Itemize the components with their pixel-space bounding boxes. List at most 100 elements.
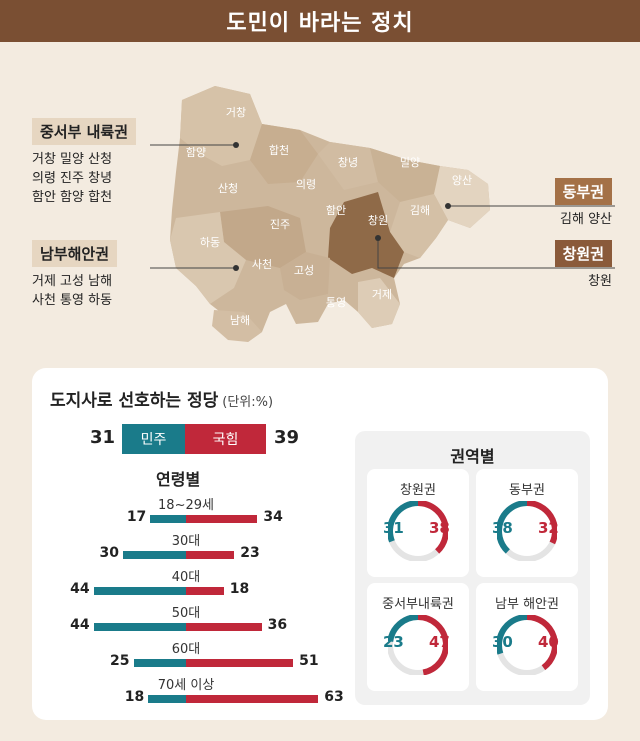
age-ppp-bar [186,515,258,523]
region-card: 남부 해안권 30 40 [476,583,578,691]
age-category-label: 60대 [171,642,201,657]
region-title-jungseobu: 중서부 내륙권 [32,118,137,145]
age-dem-bar [148,695,186,703]
region-donut [388,501,448,561]
map-label-county: 하동 [200,235,220,249]
age-dem-bar [123,551,186,559]
donut-dem-arc [497,501,528,554]
region-card: 창원권 31 38 [367,469,469,577]
map-region-hadong [170,212,246,304]
age-dem-value: 25 [110,653,130,669]
map-label-county: 통영 [326,296,346,309]
region-card: 중서부내륙권 23 47 [367,583,469,691]
region-dem-value: 31 [383,519,404,537]
region-card-title: 남부 해안권 [495,597,559,612]
map-label-county: 남해 [230,313,250,327]
age-ppp-bar [186,659,294,667]
map-label-county: 김해 [410,203,430,217]
region-line: 김해 양산 [560,212,612,227]
age-dem-value: 44 [70,617,90,633]
donut-ppp-arc [417,501,448,554]
age-dem-value: 30 [99,545,119,561]
region-line: 거제 고성 남해 [32,274,113,289]
map-label-county: 거제 [372,288,392,301]
region-donut [497,501,557,561]
region-chart-title: 권역별 [450,447,495,466]
region-panel: 권역별 창원권 31 38 동부권 38 32 중서부내륙권 23 47 남부 해안권 30 40 [355,431,590,705]
region-dem-value: 30 [492,633,513,651]
age-ppp-value: 51 [299,653,319,669]
overall-dem-label: 민주 [140,432,167,448]
region-ppp-value: 40 [538,633,559,651]
region-list-dongbu: 김해 양산 [560,210,612,229]
age-category-label: 18~29세 [158,498,214,513]
map-region-namhae [212,310,262,342]
region-dem-value: 38 [492,519,513,537]
region-title-changwon: 창원권 [554,240,612,267]
region-ppp-value: 32 [538,519,559,537]
map-label-county: 창원 [368,214,388,227]
map-region-miryang [370,148,440,202]
connector-dot-nambu [233,265,239,271]
region-title-dongbu: 동부권 [554,178,612,205]
overall-ppp-bar: 국힘 [185,424,266,454]
donut-dem-arc [388,615,419,643]
region-list-jungseobu: 거창 밀양 산청 의령 진주 창녕 함안 함양 합천 [32,150,112,207]
region-list-nambu: 거제 고성 남해 사천 통영 하동 [32,272,112,310]
map-region-goseong [280,252,330,300]
map-label-county: 고성 [294,264,314,277]
region-title-nambu: 남부해안권 [32,240,118,267]
region-donut [388,615,448,675]
age-dem-value: 18 [124,689,145,705]
region-card-title: 중서부내륙권 [382,597,454,612]
map-region-jinju [220,206,306,268]
donut-dem-arc [497,615,528,655]
age-chart-title: 연령별 [156,470,201,489]
donut-ppp-arc [526,501,557,545]
connector-dot-jungseobu [233,142,239,148]
donut-ppp-arc [417,615,448,675]
map-label-county: 산청 [218,182,238,195]
donut-dem-arc [388,501,419,543]
overall-ppp-value: 39 [274,427,300,448]
map-label-county: 함양 [186,146,206,159]
map-region-hapcheon [250,124,318,184]
panel-title-text: 도지사로 선호하는 정당 [50,391,219,411]
age-ppp-value: 36 [267,617,288,633]
map-region-changwon [328,192,404,278]
map-region-yangsan [434,166,490,228]
region-donut [497,615,557,675]
age-dem-bar [93,623,186,631]
map-label-county: 함안 [326,204,346,217]
age-dem-bar [150,515,186,523]
age-dem-bar [93,587,186,595]
age-dem-value: 17 [126,509,147,525]
age-category-label: 70세 이상 [157,678,215,693]
region-ppp-value: 47 [429,633,450,651]
banner: 도민이 바라는 정치 [0,0,640,42]
age-ppp-bar [186,623,262,631]
region-line: 함안 함양 합천 [32,190,113,205]
map-label-county: 창녕 [338,156,358,169]
map-label-county: 밀양 [400,156,420,169]
region-card-title: 동부권 [509,483,545,498]
region-dem-value: 23 [383,633,404,651]
age-category-label: 50대 [171,606,201,621]
region-card: 동부권 38 32 [476,469,578,577]
region-card-title: 창원권 [400,483,436,498]
age-ppp-value: 23 [240,545,260,561]
map-region-gimhae [390,194,448,258]
region-line: 거창 밀양 산청 [32,152,113,167]
map-label-county: 거창 [226,106,246,119]
region-line: 창원 [588,274,612,289]
overall-ppp-label: 국힘 [212,432,239,448]
panel-title: 도지사로 선호하는 정당 (단위:%) [50,386,273,411]
region-ppp-value: 38 [429,519,450,537]
age-ppp-value: 18 [229,581,250,597]
map-label-county: 사천 [252,257,272,271]
age-ppp-value: 34 [263,509,283,525]
map-region-north [180,86,262,166]
age-ppp-bar [186,551,235,559]
age-ppp-bar [186,695,319,703]
map-area: 거창 함양 합천 산청 창녕 밀양 의령 양산 김해 함안 창원 진주 하동 사천 고성 거제 통영 남해 중서부… [0,42,640,360]
